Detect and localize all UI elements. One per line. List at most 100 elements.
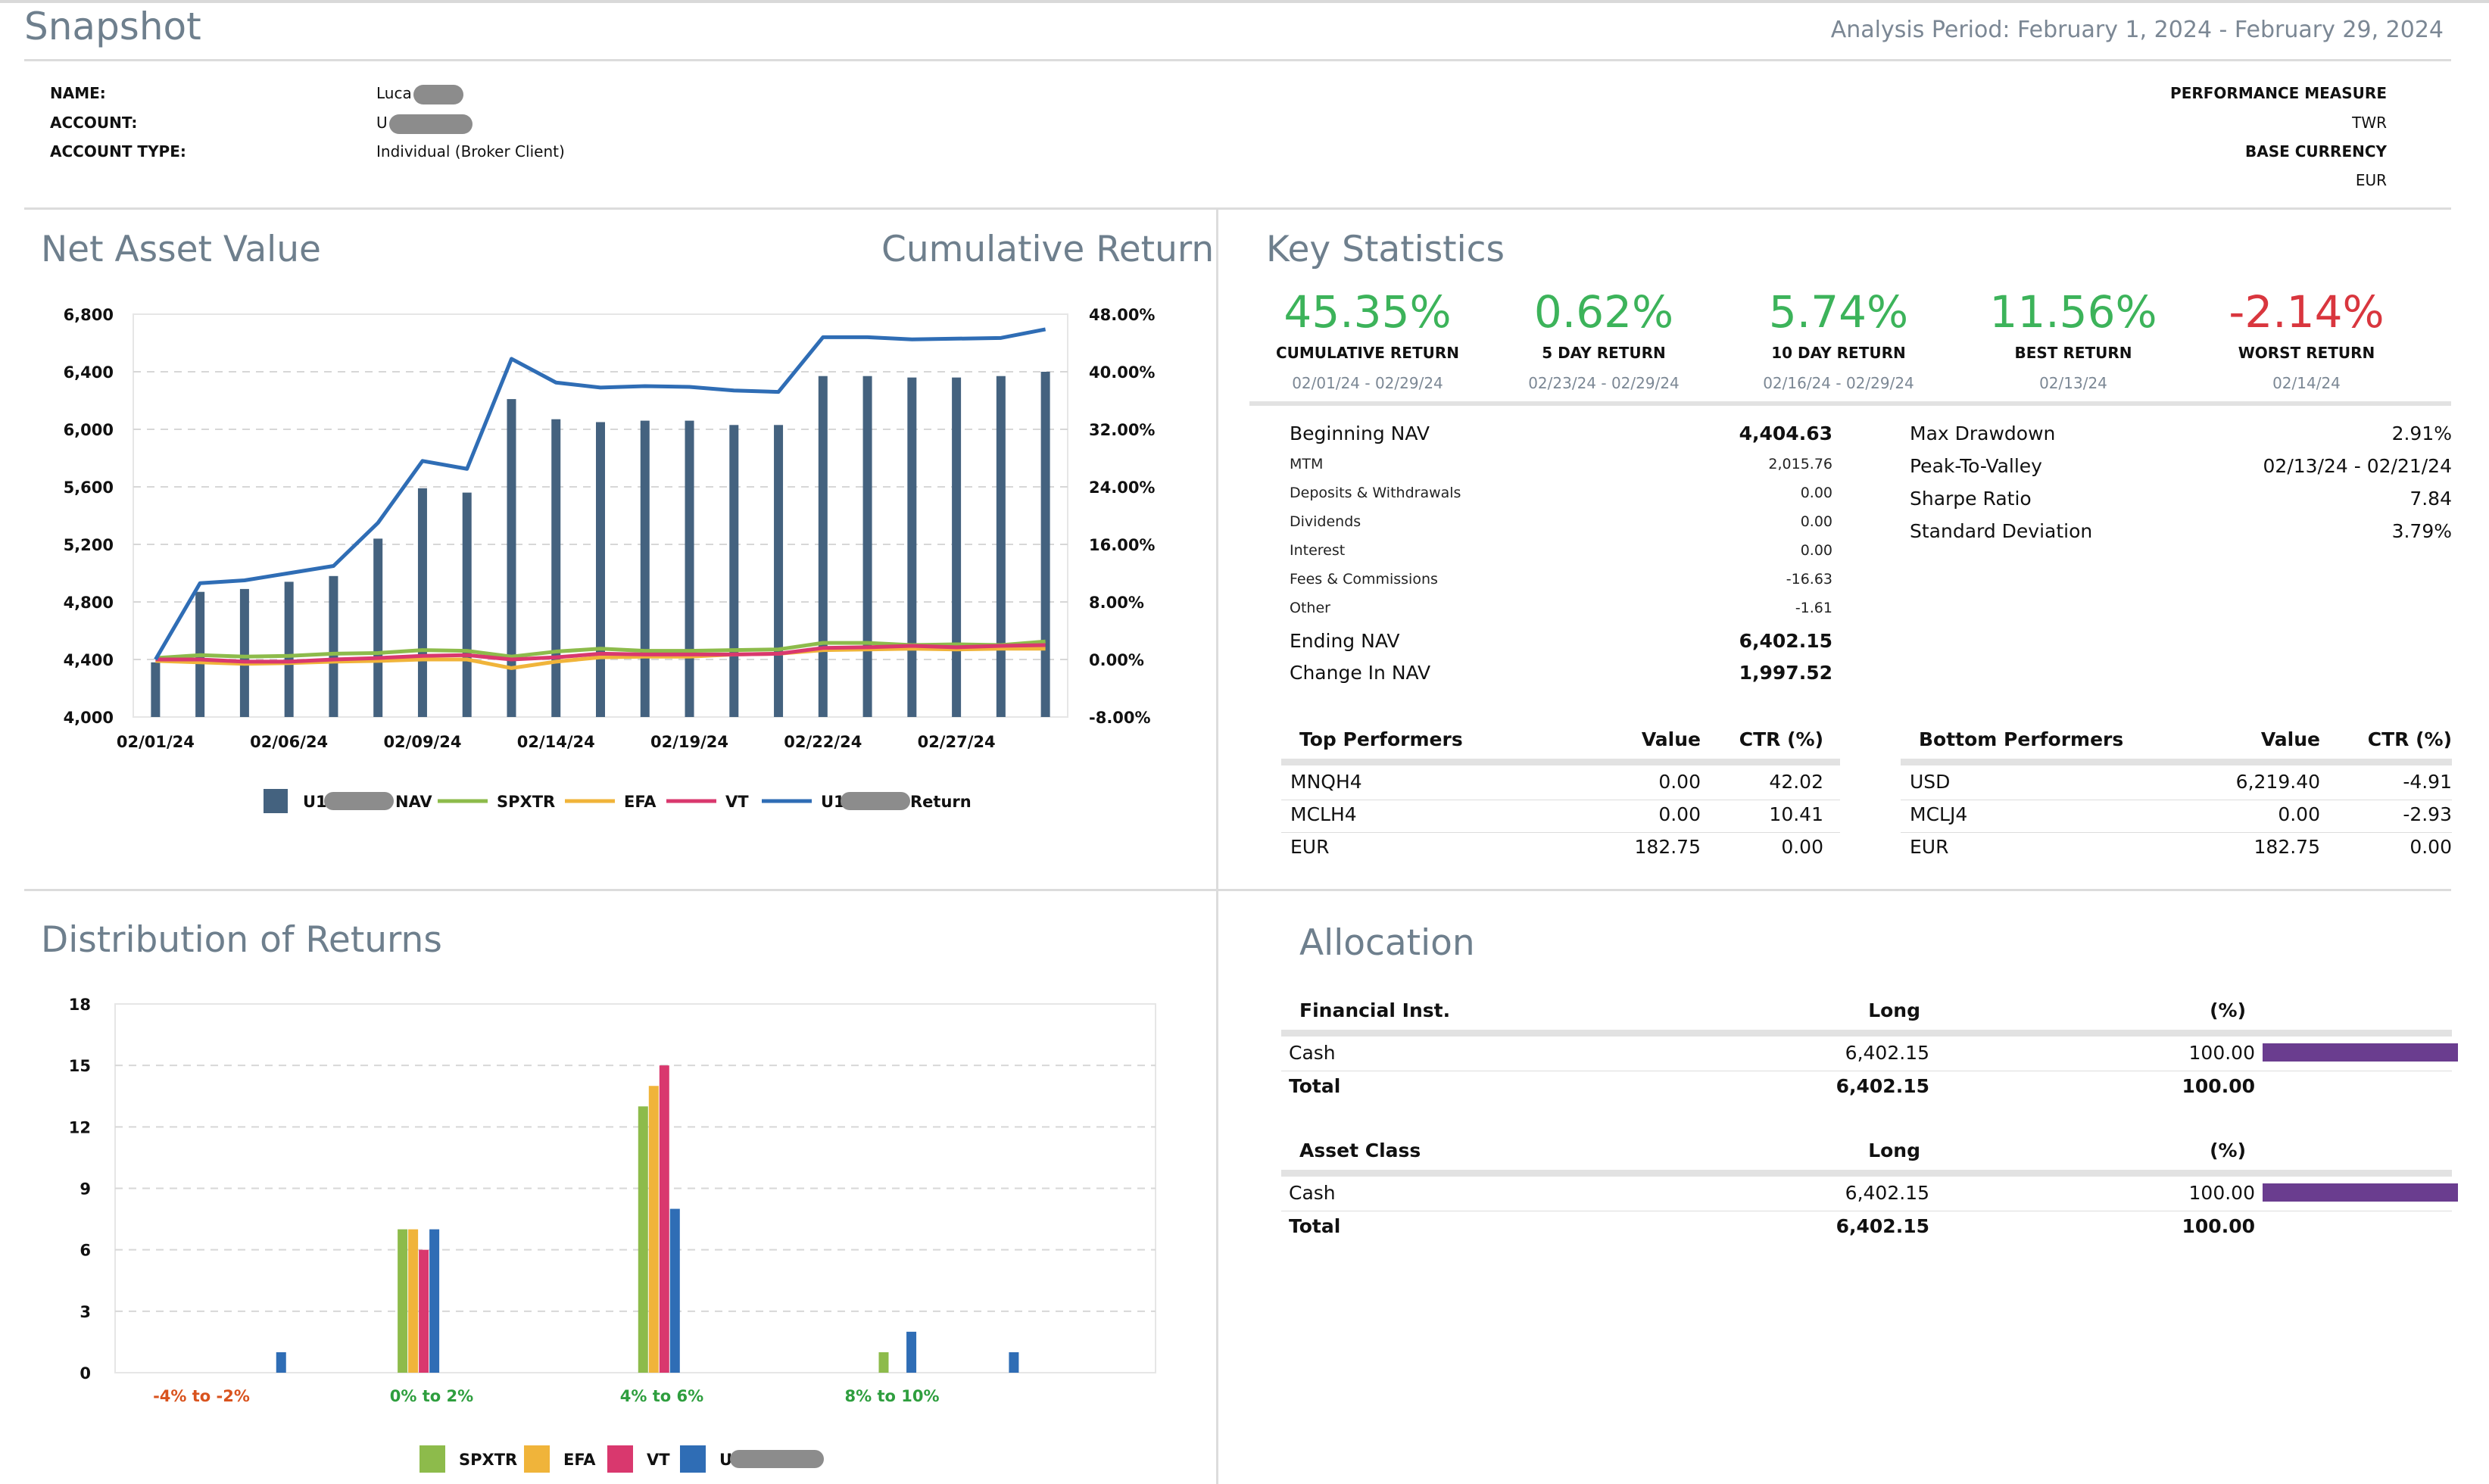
nav-bar: [907, 377, 917, 717]
table-cell-name: EUR: [1910, 836, 1949, 858]
nav-breakdown-label: Change In NAV: [1290, 662, 1431, 684]
nav-breakdown-label: Other: [1290, 600, 1330, 616]
nav-breakdown-value: 0.00: [1800, 485, 1832, 501]
table-header-rule: [1901, 759, 2452, 765]
series-line: [155, 643, 1046, 664]
allocation-total-long: 6,402.15: [1836, 1215, 1929, 1237]
distribution-bar: [398, 1229, 408, 1373]
y-tick-label: 18: [69, 996, 91, 1014]
table-cell-value: 6,219.40: [2235, 771, 2320, 793]
legend-label: NAV: [395, 793, 432, 811]
table-cell-name: MCLH4: [1290, 803, 1357, 825]
nav-bar: [462, 492, 472, 717]
stat-range: 02/23/24 - 02/29/24: [1528, 374, 1680, 392]
nav-bar: [239, 588, 249, 717]
y-left-tick-label: 6,800: [64, 306, 114, 324]
legend-swatch: [264, 789, 288, 813]
section-divider-top: [24, 207, 2451, 210]
allocation-bar: [2263, 1183, 2458, 1202]
x-tick-label: 02/19/24: [650, 733, 728, 751]
table-cell-ctr: 42.02: [1769, 771, 1823, 793]
distribution-bar: [419, 1249, 429, 1373]
table-header: CTR (%): [1739, 728, 1823, 750]
x-tick-label: -4% to -2%: [153, 1387, 250, 1405]
allocation-header: Asset Class: [1299, 1140, 1421, 1161]
table-cell-value: 0.00: [1658, 803, 1701, 825]
nav-breakdown-value: 4,404.63: [1739, 422, 1832, 444]
allocation-total-pct: 100.00: [2182, 1075, 2255, 1097]
nav-bar: [284, 581, 294, 717]
distribution-bar: [276, 1352, 286, 1373]
allocation-header: Long: [1868, 1140, 1920, 1161]
risk-label: Standard Deviation: [1910, 520, 2093, 542]
x-tick-label: 02/22/24: [784, 733, 862, 751]
y-right-tick-label: -8.00%: [1089, 709, 1151, 727]
nav-breakdown-value: 1,997.52: [1739, 662, 1832, 684]
table-header: Value: [2260, 728, 2320, 750]
stat-label: 5 DAY RETURN: [1542, 344, 1666, 362]
table-header-rule: [1281, 1170, 2452, 1177]
y-tick-label: 9: [80, 1180, 91, 1199]
nav-bar: [417, 488, 427, 717]
legend-label: U1: [303, 793, 327, 811]
stat-label: BEST RETURN: [2014, 344, 2132, 362]
stat-range: 02/01/24 - 02/29/24: [1292, 374, 1443, 392]
allocation-row-name: Cash: [1289, 1042, 1336, 1064]
legend-label: VT: [647, 1451, 670, 1469]
distribution-bar: [878, 1352, 889, 1373]
risk-value: 7.84: [2409, 488, 2452, 510]
y-left-tick-label: 4,800: [64, 594, 114, 612]
y-left-tick-label: 4,000: [64, 709, 114, 727]
y-tick-label: 0: [80, 1364, 91, 1383]
redacted-block: [413, 84, 463, 104]
legend-swatch: [607, 1445, 633, 1473]
nav-bar: [862, 376, 872, 717]
distribution-bar: [648, 1086, 659, 1373]
risk-value: 2.91%: [2391, 422, 2452, 444]
series-line: [155, 639, 1046, 660]
nav-breakdown-label: Beginning NAV: [1290, 422, 1430, 444]
distribution-bar: [638, 1106, 648, 1373]
legend-label: VT: [725, 793, 749, 811]
redacted-block: [388, 114, 473, 134]
redacted-block: [324, 792, 394, 810]
nav-breakdown-label: Deposits & Withdrawals: [1290, 485, 1461, 501]
nav-bar: [596, 422, 605, 717]
y-left-tick-label: 6,000: [64, 421, 114, 439]
risk-value: 3.79%: [2391, 520, 2452, 542]
x-tick-label: 02/27/24: [918, 733, 996, 751]
nav-bar: [685, 420, 694, 717]
allocation-row-name: Cash: [1289, 1182, 1336, 1204]
y-right-tick-label: 16.00%: [1089, 536, 1155, 554]
row-divider: [1901, 832, 2452, 833]
base-currency-value: EUR: [2355, 171, 2387, 189]
table-header-rule: [1281, 759, 1840, 765]
series-line: [154, 327, 1046, 661]
row-divider: [1281, 832, 1840, 833]
stat-label: 10 DAY RETURN: [1771, 344, 1906, 362]
nav-bar: [151, 662, 161, 717]
account-type-value: Individual (Broker Client): [376, 142, 565, 161]
table-cell-name: MNQH4: [1290, 771, 1362, 793]
table-cell-name: USD: [1910, 771, 1951, 793]
name-value: Luca: [376, 84, 463, 104]
allocation-header: (%): [2210, 1140, 2246, 1161]
risk-label: Max Drawdown: [1910, 422, 2056, 444]
nav-bar: [729, 425, 739, 717]
nav-bar: [551, 419, 561, 717]
legend-label: U: [719, 1451, 732, 1469]
allocation-title: Allocation: [1299, 922, 1475, 964]
y-left-tick-label: 4,400: [64, 651, 114, 669]
risk-label: Peak-To-Valley: [1910, 455, 2042, 477]
nav-bar: [507, 399, 516, 717]
legend-swatch: [680, 1445, 706, 1473]
nav-breakdown-value: 0.00: [1800, 542, 1832, 559]
distribution-chart: 18 15 12 9 6 3 0 -4% to -2% 0% to 2% 4% to 6% 8% t…: [69, 996, 1156, 1473]
x-tick-label: 0% to 2%: [390, 1387, 473, 1405]
table-cell-ctr: 0.00: [1781, 836, 1823, 858]
table-cell-name: MCLJ4: [1910, 803, 1968, 825]
allocation-total-label: Total: [1289, 1075, 1341, 1097]
allocation-header: (%): [2210, 999, 2246, 1021]
y-right-tick-label: 0.00%: [1089, 651, 1144, 669]
table-header: Value: [1641, 728, 1701, 750]
